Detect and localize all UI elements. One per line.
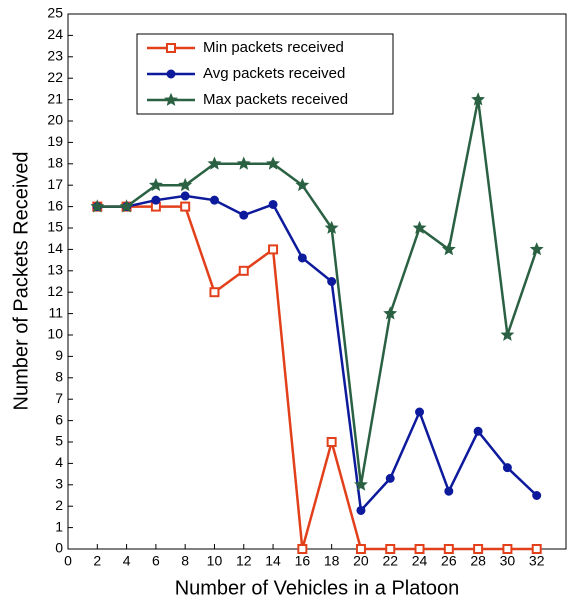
x-tick-label: 14 (265, 553, 281, 569)
marker (415, 407, 425, 417)
marker (295, 177, 310, 192)
x-tick-label: 10 (207, 553, 223, 569)
marker (385, 544, 396, 554)
legend-label: Avg packets received (203, 65, 345, 82)
marker (180, 191, 190, 201)
x-tick-label: 28 (470, 553, 486, 569)
marker (443, 544, 454, 554)
marker (166, 69, 176, 79)
marker (178, 177, 193, 192)
marker (383, 306, 398, 320)
legend-label: Min packets received (203, 39, 344, 56)
marker (529, 242, 544, 256)
x-tick-label: 18 (324, 553, 340, 569)
y-tick-label: 5 (55, 433, 63, 449)
marker (353, 477, 368, 491)
y-tick-label: 12 (47, 283, 63, 299)
y-tick-label: 11 (48, 304, 63, 320)
marker (266, 156, 281, 170)
x-axis-title: Number of Vehicles in a Platoon (175, 577, 460, 599)
marker (473, 426, 483, 436)
marker (209, 287, 220, 298)
y-tick-label: 23 (47, 48, 63, 64)
series-line (97, 194, 538, 514)
x-tick-label: 2 (93, 553, 101, 569)
y-tick-label: 8 (55, 369, 63, 385)
y-tick-label: 4 (55, 454, 63, 470)
marker (502, 463, 512, 473)
marker (297, 544, 308, 554)
y-tick-label: 1 (55, 518, 63, 534)
x-tick-label: 22 (382, 553, 398, 569)
marker (471, 92, 486, 106)
marker (441, 242, 456, 256)
marker (236, 156, 251, 170)
marker (297, 253, 307, 263)
marker (385, 473, 395, 483)
marker (356, 505, 366, 515)
marker (531, 544, 542, 554)
marker (209, 195, 219, 205)
x-tick-label: 4 (123, 553, 131, 569)
marker (326, 437, 337, 447)
y-tick-label: 3 (55, 476, 63, 492)
marker (164, 92, 178, 106)
x-tick-label: 8 (181, 553, 189, 569)
marker (500, 327, 515, 341)
y-axis-title: Number of Packets Received (10, 151, 32, 410)
marker (207, 156, 222, 170)
y-tick-label: 2 (55, 497, 63, 513)
y-tick-label: 25 (47, 5, 63, 21)
y-tick-label: 22 (47, 69, 63, 85)
x-tick-label: 30 (500, 553, 516, 569)
marker (414, 544, 425, 554)
series-line (97, 205, 537, 551)
y-tick-label: 18 (47, 155, 63, 171)
y-tick-label: 9 (55, 347, 63, 363)
marker (502, 544, 513, 554)
marker (238, 265, 249, 276)
y-tick-label: 7 (55, 390, 63, 406)
marker (444, 486, 454, 496)
marker (532, 491, 542, 500)
marker (90, 199, 105, 213)
marker (327, 277, 337, 286)
x-tick-label: 24 (412, 553, 428, 569)
marker (148, 177, 163, 192)
marker (166, 43, 176, 53)
marker (239, 210, 249, 220)
y-tick-label: 6 (55, 411, 63, 427)
y-tick-label: 19 (47, 133, 63, 149)
x-tick-label: 12 (236, 553, 252, 569)
y-tick-label: 24 (47, 26, 63, 42)
y-tick-label: 14 (47, 240, 63, 256)
x-tick-label: 26 (441, 553, 457, 569)
y-tick-label: 13 (47, 262, 63, 278)
y-tick-label: 16 (47, 197, 63, 213)
x-tick-label: 16 (295, 553, 311, 569)
x-tick-label: 20 (353, 553, 369, 569)
marker (151, 195, 161, 205)
x-tick-label: 6 (152, 553, 160, 569)
y-tick-label: 15 (47, 219, 63, 235)
y-tick-label: 10 (47, 326, 63, 342)
marker (268, 244, 279, 255)
marker (268, 199, 278, 209)
marker (473, 544, 484, 554)
y-tick-label: 20 (47, 112, 63, 128)
marker (119, 199, 134, 213)
y-tick-label: 0 (55, 540, 63, 556)
x-tick-label: 0 (64, 553, 72, 569)
y-tick-label: 21 (47, 90, 63, 106)
marker (412, 220, 427, 234)
marker (324, 220, 339, 234)
x-tick-label: 32 (529, 553, 545, 569)
marker (180, 201, 191, 212)
plot-frame (67, 13, 567, 550)
y-tick-label: 17 (47, 176, 63, 192)
legend-label: Max packets received (203, 91, 348, 108)
series-line (97, 99, 538, 486)
marker (355, 544, 366, 554)
